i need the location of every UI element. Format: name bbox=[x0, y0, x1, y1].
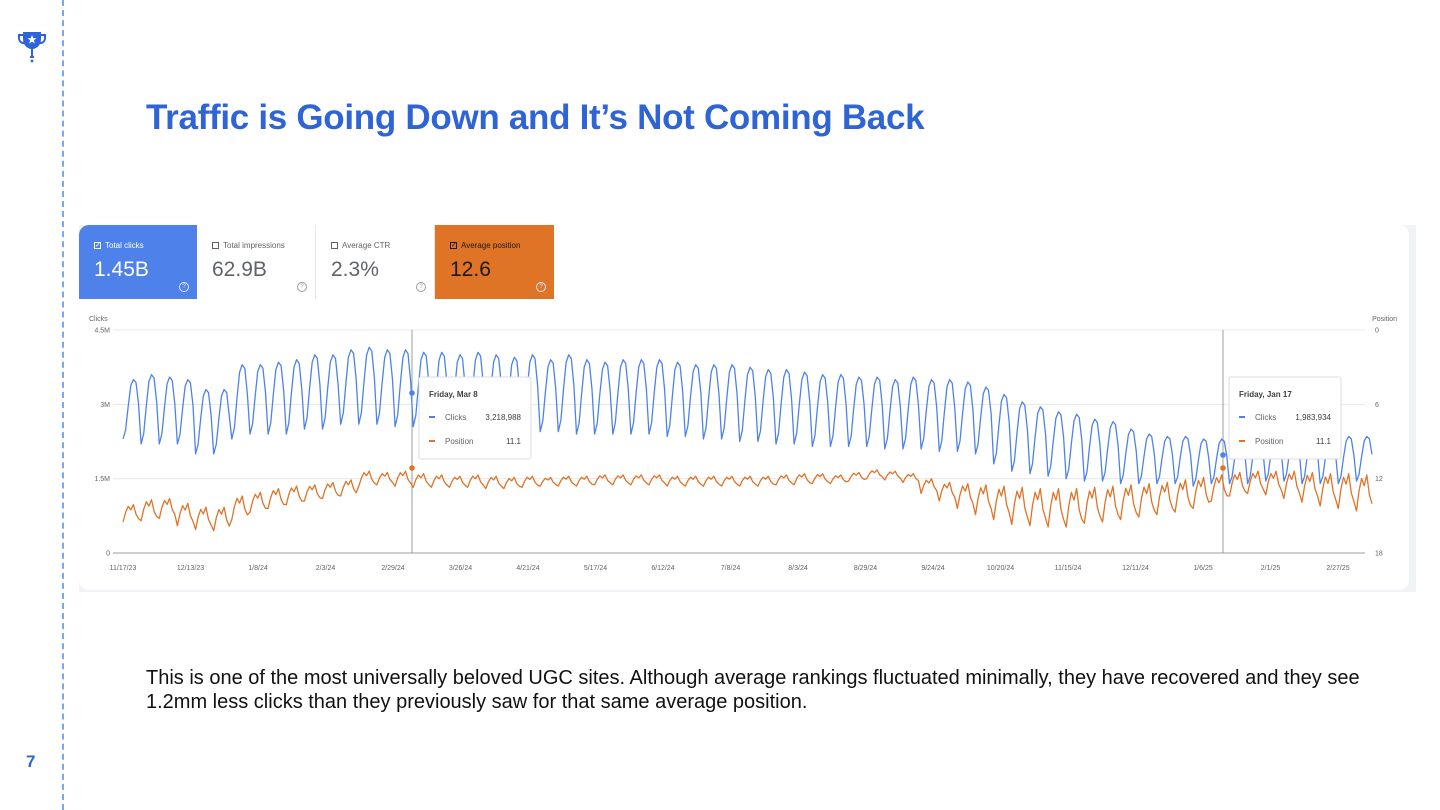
page-number: 7 bbox=[26, 752, 36, 771]
x-tick-label: 2/1/25 bbox=[1261, 565, 1281, 572]
y-right-tick-label: 12 bbox=[1375, 476, 1383, 483]
checkbox-unchecked[interactable] bbox=[212, 242, 219, 249]
metric-label: Average position bbox=[461, 241, 521, 250]
x-tick-label: 8/29/24 bbox=[854, 565, 877, 572]
x-tick-label: 11/15/24 bbox=[1055, 565, 1082, 572]
metric-label: Total clicks bbox=[105, 241, 144, 250]
y-right-tick-label: 6 bbox=[1375, 402, 1379, 409]
trophy-icon bbox=[18, 32, 46, 63]
tooltip-series-value: 11.1 bbox=[506, 437, 522, 446]
slide-caption: This is one of the most universally belo… bbox=[146, 667, 1360, 713]
tooltip-legend-swatch bbox=[429, 440, 435, 442]
metric-average-ctr[interactable]: Average CTR 2.3% ? bbox=[316, 225, 435, 299]
checkbox-checked[interactable]: ✓ bbox=[94, 242, 101, 249]
chart-tooltip: Friday, Jan 17 Clicks 1,983,934 Position 11.… bbox=[1228, 376, 1342, 460]
x-tick-label: 10/20/24 bbox=[987, 565, 1014, 572]
metric-total-impressions[interactable]: Total impressions 62.9B ? bbox=[197, 225, 316, 299]
x-tick-label: 2/3/24 bbox=[316, 565, 336, 572]
tooltip-series-value: 3,218,988 bbox=[485, 413, 521, 422]
metric-average-position[interactable]: ✓ Average position 12.6 ? bbox=[435, 225, 554, 299]
tooltip-legend-swatch bbox=[1239, 416, 1245, 418]
hover-point bbox=[409, 465, 415, 471]
y-left-tick-label: 1.5M bbox=[94, 476, 110, 483]
performance-chart: Clicks Position 4.5M 0 3M 6 1.5M 12 0 18 11/17/… bbox=[89, 316, 1397, 572]
help-icon[interactable]: ? bbox=[416, 282, 426, 292]
metric-label: Total impressions bbox=[223, 241, 285, 250]
x-tick-label: 1/8/24 bbox=[248, 565, 268, 572]
x-tick-label: 11/17/23 bbox=[110, 565, 137, 572]
series-line-clicks bbox=[122, 346, 1373, 487]
tooltip-legend-swatch bbox=[1239, 440, 1245, 442]
x-tick-label: 5/17/24 bbox=[584, 565, 607, 572]
help-icon[interactable]: ? bbox=[297, 282, 307, 292]
x-tick-label: 9/24/24 bbox=[921, 565, 944, 572]
y-right-tick-label: 0 bbox=[1375, 328, 1379, 335]
x-tick-label: 6/12/24 bbox=[651, 565, 674, 572]
tooltip-series-name: Clicks bbox=[445, 413, 466, 422]
tooltip-box bbox=[418, 376, 532, 460]
tooltip-box bbox=[1228, 376, 1342, 460]
hover-point bbox=[1220, 465, 1226, 471]
metric-value: 2.3% bbox=[331, 258, 379, 281]
x-tick-label: 12/11/24 bbox=[1122, 565, 1149, 572]
tooltip-series-name: Clicks bbox=[1255, 413, 1276, 422]
hover-point bbox=[1220, 452, 1226, 458]
tooltip-legend-swatch bbox=[429, 416, 435, 418]
checkbox-unchecked[interactable] bbox=[331, 242, 338, 249]
y-left-tick-label: 0 bbox=[106, 551, 110, 558]
help-icon[interactable]: ? bbox=[536, 282, 546, 292]
hover-point bbox=[409, 390, 415, 396]
tooltip-series-name: Position bbox=[445, 437, 473, 446]
metric-value: 1.45B bbox=[94, 258, 149, 281]
tooltip-date: Friday, Mar 8 bbox=[429, 390, 478, 399]
x-tick-label: 1/6/25 bbox=[1193, 565, 1213, 572]
x-tick-label: 8/3/24 bbox=[788, 565, 808, 572]
page-title: Traffic is Going Down and It’s Not Comin… bbox=[146, 98, 925, 137]
tooltip-date: Friday, Jan 17 bbox=[1239, 390, 1292, 399]
metric-value: 12.6 bbox=[450, 258, 491, 281]
x-tick-label: 3/26/24 bbox=[449, 565, 472, 572]
x-tick-label: 4/21/24 bbox=[516, 565, 539, 572]
x-tick-label: 12/13/23 bbox=[177, 565, 204, 572]
x-tick-label: 2/27/25 bbox=[1326, 565, 1349, 572]
y-left-axis-title: Clicks bbox=[89, 316, 108, 323]
y-right-tick-label: 18 bbox=[1375, 551, 1383, 558]
metric-label: Average CTR bbox=[342, 241, 391, 250]
series-line-position bbox=[122, 469, 1373, 532]
tooltip-series-value: 11.1 bbox=[1316, 437, 1332, 446]
tooltip-series-value: 1,983,934 bbox=[1295, 413, 1331, 422]
help-icon[interactable]: ? bbox=[179, 282, 189, 292]
metric-value: 62.9B bbox=[212, 258, 267, 281]
chart-tooltip: Friday, Mar 8 Clicks 3,218,988 Position 11.1 bbox=[418, 376, 532, 460]
performance-card: ✓ Total clicks 1.45B ? Total impressions … bbox=[79, 225, 1409, 590]
y-left-tick-label: 3M bbox=[100, 402, 110, 409]
y-right-axis-title: Position bbox=[1372, 316, 1397, 323]
tooltip-series-name: Position bbox=[1255, 437, 1283, 446]
search-console-screenshot: ✓ Total clicks 1.45B ? Total impressions … bbox=[79, 225, 1416, 592]
x-tick-label: 7/8/24 bbox=[721, 565, 741, 572]
metric-total-clicks[interactable]: ✓ Total clicks 1.45B ? bbox=[79, 225, 197, 299]
x-tick-label: 2/29/24 bbox=[381, 565, 404, 572]
checkbox-checked[interactable]: ✓ bbox=[450, 242, 457, 249]
y-left-tick-label: 4.5M bbox=[94, 328, 110, 335]
slide-margin-rule bbox=[62, 0, 64, 810]
